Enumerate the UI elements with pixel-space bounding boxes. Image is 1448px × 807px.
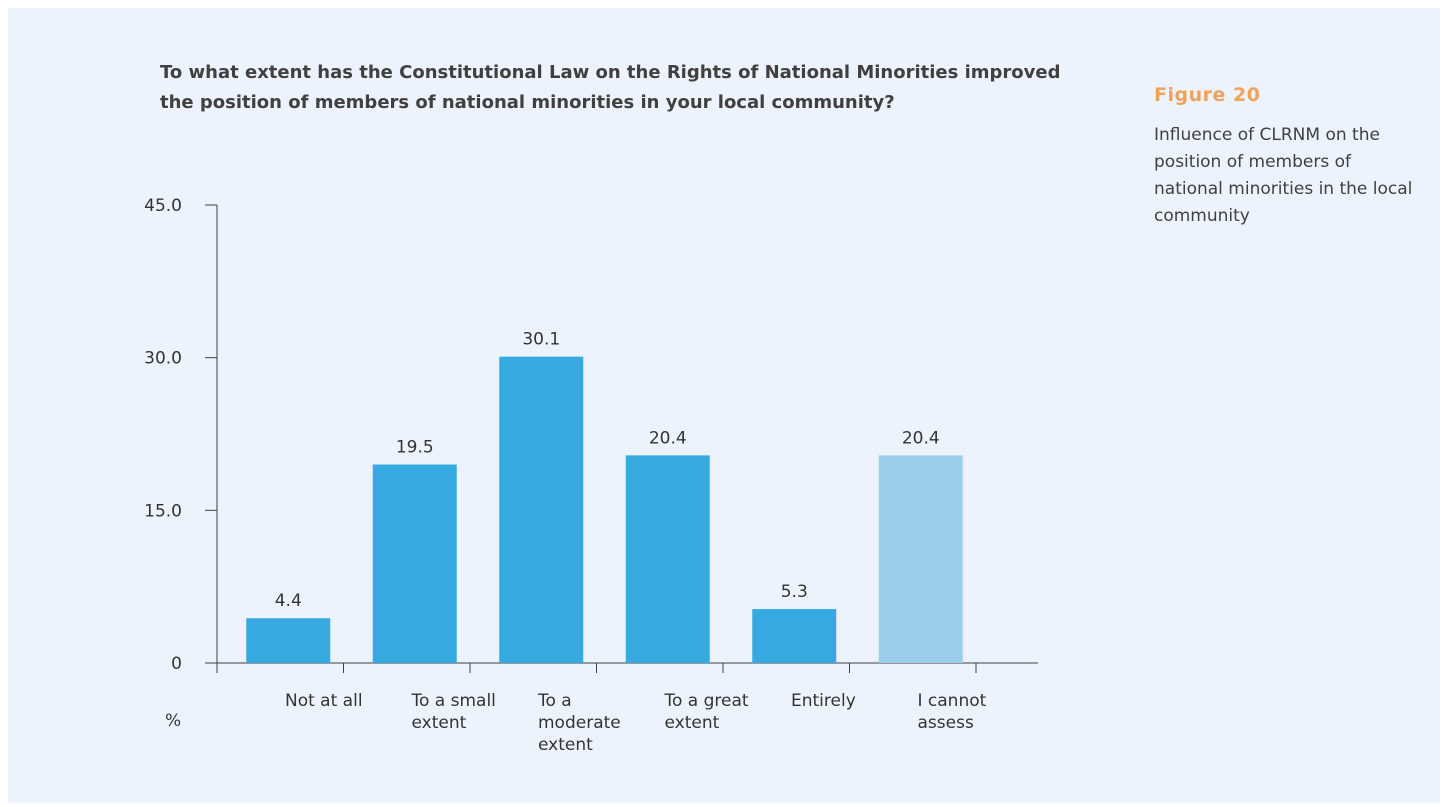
bar-value-label: 20.4 (649, 428, 687, 448)
x-tick-label: To a great extent (664, 691, 749, 733)
bar-value-label: 5.3 (781, 582, 808, 602)
bar-value-label: 30.1 (522, 330, 560, 350)
x-tick-label: Entirely (791, 691, 856, 711)
x-tick-label: To a moderate extent (537, 691, 621, 755)
bar (625, 455, 710, 663)
bar-value-label: 20.4 (902, 428, 940, 448)
y-tick-label: 45.0 (144, 196, 182, 216)
bar (752, 609, 837, 663)
x-tick-label: I cannot assess (918, 691, 987, 733)
y-tick-label: 30.0 (144, 349, 182, 369)
bar (246, 618, 331, 663)
y-axis-unit-label: % (165, 711, 181, 731)
figure-caption: Influence of CLRNM on the position of me… (1154, 125, 1413, 226)
chart-title: To what extent has the Constitutional La… (160, 62, 1061, 113)
y-tick-label: 0 (171, 654, 182, 674)
chart-panel (8, 8, 1440, 803)
x-tick-label: To a small extent (411, 691, 496, 733)
bar-value-label: 19.5 (396, 438, 434, 458)
figure-number: Figure 20 (1154, 84, 1261, 106)
bar (878, 455, 963, 663)
bar (499, 356, 584, 663)
y-tick-label: 15.0 (144, 501, 182, 521)
x-tick-label: Not at all (285, 691, 363, 711)
bar (372, 464, 457, 663)
bar-value-label: 4.4 (275, 591, 302, 611)
